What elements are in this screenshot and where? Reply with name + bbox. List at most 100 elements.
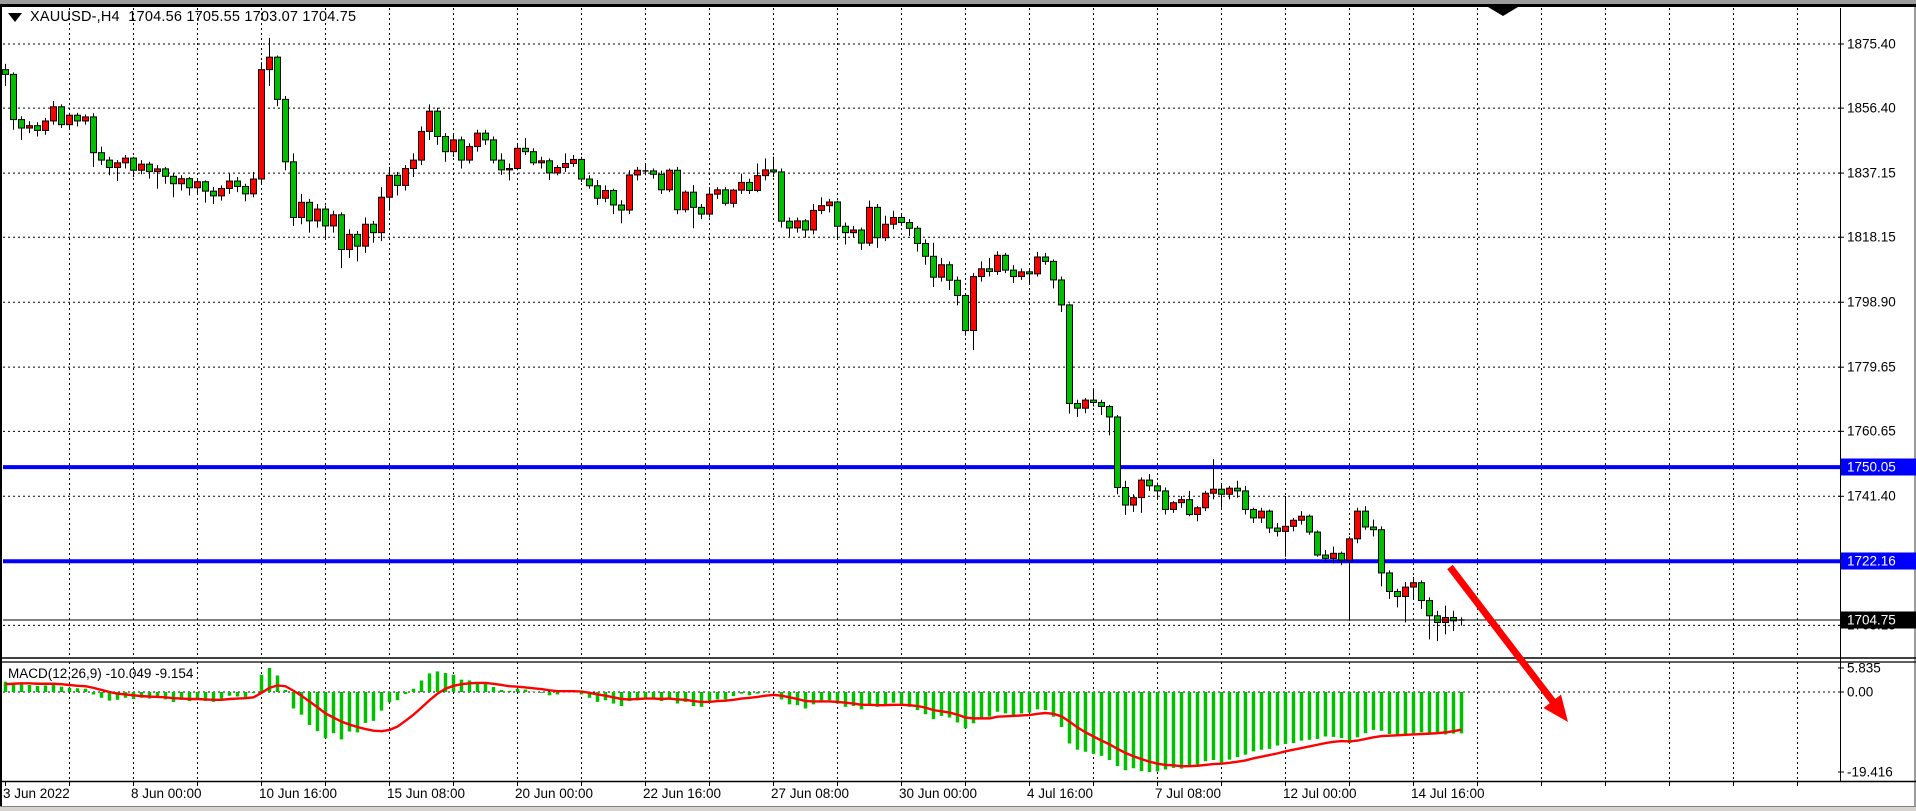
price-axis-label: 1875.40 [1847,36,1896,52]
current-price-badge: 1704.75 [1841,611,1916,629]
candle-body [458,139,465,161]
candle-body [1178,499,1185,504]
candle-body [1082,399,1089,409]
candle-body [378,196,385,234]
candle-body [1170,502,1177,510]
window-bottom-border [0,806,1916,811]
candle-body [1386,572,1393,592]
price-level-badge-1750[interactable]: 1750.05 [1841,458,1916,476]
candle-body [122,157,129,164]
candle-body [1106,406,1113,418]
candle-body [226,180,233,189]
candle-body [306,201,313,222]
candle-body [866,206,873,244]
macd-indicator-label: MACD(12,26,9) -10.049 -9.154 [8,666,193,681]
candle-body [1058,279,1065,306]
candle-body [722,189,729,204]
candle-body [1090,399,1097,403]
candle-body [954,279,961,296]
candle-body [1282,525,1289,532]
price-axis-label: 1856.40 [1847,100,1896,116]
candle-body [906,222,913,229]
candle-body [1074,402,1081,409]
time-axis-label: 7 Jul 08:00 [1155,786,1222,801]
candle-body [674,169,681,211]
candle-body [2,69,9,75]
price-axis-label: 1798.90 [1847,294,1896,310]
candle-body [786,220,793,229]
candle-body [194,181,201,189]
candle-body [314,208,321,222]
candle-body [1146,479,1153,487]
candle-body [1234,487,1241,492]
time-axis-label: 27 Jun 08:00 [771,786,850,801]
candle-body [178,178,185,185]
candle-body [1210,488,1217,494]
candle-body [330,214,337,227]
candle-body [170,175,177,185]
candle-body [1122,487,1129,506]
candle-body [1370,526,1377,531]
trend-arrow-head[interactable] [1543,694,1568,722]
candle-body [850,229,857,234]
candle-body [978,268,985,278]
candle-body [546,160,553,174]
candle-body [1138,479,1145,499]
candle-body [1050,260,1057,281]
macd-axis-label: 5.835 [1847,660,1881,676]
time-axis-label: 15 Jun 08:00 [387,786,466,801]
candle-body [370,223,377,234]
candle-body [1018,271,1025,278]
candle-body [602,189,609,199]
candle-body [1034,256,1041,275]
macd-signal-line [5,681,1462,768]
candle-body [386,174,393,198]
candle-body [1258,510,1265,519]
candle-body [1226,487,1233,495]
candle-body [922,242,929,257]
scroll-position-marker-icon[interactable] [1488,7,1518,16]
price-level-badge-1722[interactable]: 1722.16 [1841,552,1916,570]
candle-body [890,216,897,225]
candle-body [810,209,817,231]
candle-body [1354,510,1361,540]
candle-body [1186,499,1193,516]
candle-body [1418,582,1425,602]
candle-body [594,185,601,199]
candle-body [762,169,769,177]
candle-body [162,168,169,177]
trend-arrow-annotation[interactable] [1447,564,1557,706]
time-axis-label: 10 Jun 16:00 [259,786,338,801]
candle-body [522,147,529,153]
symbol-dropdown-icon[interactable] [8,12,22,22]
candle-body [418,130,425,161]
candle-body [666,169,673,191]
time-axis-label: 22 Jun 16:00 [643,786,722,801]
candle-body [1202,492,1209,509]
candle-body [746,181,753,191]
candle-body [794,220,801,229]
candle-body [410,159,417,170]
candle-body [1346,538,1353,561]
candle-body [962,294,969,332]
candle-body [506,168,513,171]
candle-body [882,223,889,239]
candle-body [290,161,297,218]
chart-top-frame [0,4,1916,7]
price-axis-label: 1779.65 [1847,359,1896,375]
candle-body [1426,600,1433,617]
candle-body [234,180,241,187]
candle-body [738,181,745,191]
candle-body [554,167,561,174]
candle-body [218,187,225,197]
candle-body [106,159,113,169]
candle-body [66,114,73,126]
candle-body [986,268,993,272]
candle-body [570,158,577,164]
candle-body [858,229,865,244]
candle-body [634,169,641,176]
candle-body [778,171,785,222]
candle-body [98,152,105,161]
candle-body [18,119,25,129]
